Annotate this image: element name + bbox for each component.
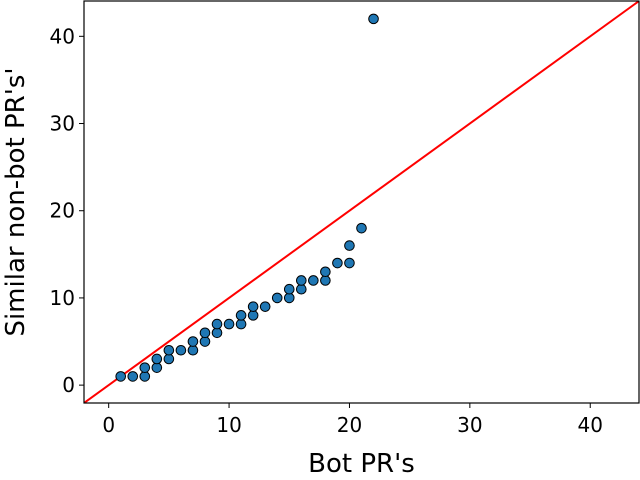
data-point [271,292,283,304]
data-point [247,301,259,312]
x-tick-label: 10 [216,413,241,437]
data-point [344,240,355,251]
data-point [223,318,235,330]
data-point [139,371,151,382]
data-point [187,336,199,347]
y-tick-label: 40 [50,24,75,48]
y-tick-label: 0 [62,373,75,397]
data-points [115,13,379,382]
data-point [332,257,343,269]
x-tick-label: 40 [578,413,603,437]
data-point [127,371,139,382]
x-tick-label: 0 [102,413,115,437]
data-point [151,362,163,373]
plot-frame [83,0,640,404]
data-point [344,257,355,269]
x-tick-label: 30 [457,413,482,437]
data-point [163,344,175,356]
y-tick-label: 30 [50,112,75,136]
data-point [163,353,175,365]
data-point [151,353,163,365]
data-point [199,327,211,339]
data-point [247,310,259,321]
data-point [296,283,307,295]
data-point [211,327,223,339]
x-axis-ticks: 0 10 20 30 40 [102,403,603,437]
data-point [356,222,367,234]
y-axis-ticks: 0 10 20 30 40 [50,24,84,397]
data-point [296,275,307,286]
data-point [320,266,331,278]
data-point [235,318,247,330]
y-axis-label: Similar non-bot PR's' [1,67,31,336]
data-point [139,362,151,373]
data-point [283,292,295,304]
data-point [115,371,127,382]
x-tick-label: 20 [337,413,362,437]
data-point [199,336,211,347]
data-point [235,310,247,321]
y-tick-label: 20 [50,199,75,223]
data-point [283,283,295,295]
data-point [175,344,187,356]
data-point [259,301,271,312]
data-point [320,275,331,286]
x-axis-label: Bot PR's [308,449,415,479]
reference-line [84,1,639,403]
data-point [368,13,379,25]
data-point [308,275,319,286]
y-tick-label: 10 [50,286,75,310]
data-point [211,318,223,330]
data-point [187,344,199,356]
